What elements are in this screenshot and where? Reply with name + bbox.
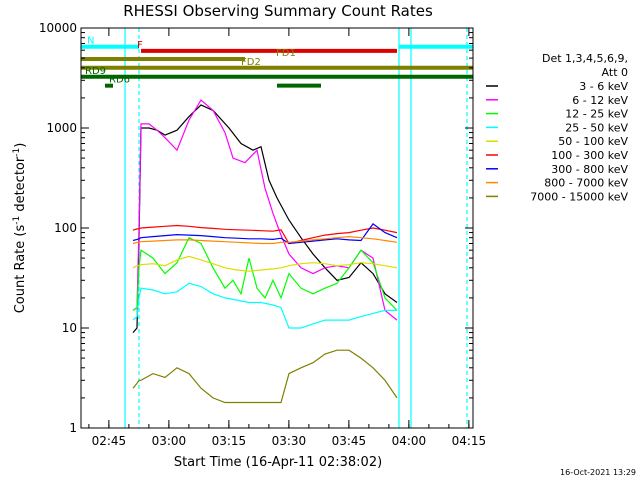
x-tick-label: 02:45 (92, 434, 127, 448)
flag-bar-label: FD1 (276, 48, 296, 59)
x-tick-label: 04:15 (452, 434, 487, 448)
legend-entry-label: 3 - 6 keV (579, 80, 628, 93)
y-axis-label: Count Rate (s-1 detector-1) (12, 143, 28, 314)
flag-bar-label: N (87, 36, 94, 47)
y-tick-label: 10000 (39, 21, 77, 35)
legend-header-line1: Det 1,3,4,5,6,9, (542, 52, 628, 65)
series-line (132, 236, 398, 311)
legend-entry-label: 6 - 12 keV (572, 94, 628, 107)
y-axis-label-sup1: -1 (12, 216, 22, 225)
x-axis: 02:45 03:00 03:15 03:30 03:45 04:00 04:15 (88, 28, 487, 448)
legend-entry-label: 300 - 800 keV (551, 163, 628, 176)
series-line (132, 99, 398, 321)
x-tick-label: 03:30 (272, 434, 307, 448)
x-axis-label: Start Time (16-Apr-11 02:38:02) (174, 455, 382, 470)
flag-bar-label: FD2 (241, 57, 261, 68)
x-tick-label: 03:00 (152, 434, 187, 448)
footer-timestamp: 16-Oct-2021 13:29 (560, 468, 636, 477)
flag-bar-label: RD9 (85, 66, 106, 77)
series-line (132, 223, 398, 245)
y-axis: 1 10 100 1000 10000 (39, 21, 473, 435)
series-line (132, 104, 398, 333)
x-tick-label: 04:00 (392, 434, 427, 448)
y-tick-label: 1000 (46, 121, 77, 135)
y-tick-label: 1 (69, 421, 77, 435)
legend-entry-label: 7000 - 15000 keV (530, 190, 628, 203)
y-axis-label-end: ) (13, 143, 28, 148)
flag-bar-label: F (137, 40, 143, 51)
y-axis-label-sup2: -1 (12, 148, 22, 157)
chart-title: RHESSI Observing Summary Count Rates (123, 2, 433, 20)
series-line (132, 349, 398, 404)
y-axis-label-mid: detector (13, 156, 28, 216)
legend-header-line2: Att 0 (602, 66, 628, 79)
series-line (132, 235, 398, 245)
x-tick-label: 03:45 (332, 434, 367, 448)
series-line (132, 224, 398, 245)
legend-entry-label: 25 - 50 keV (565, 121, 628, 134)
legend-entry-label: 100 - 300 keV (551, 149, 628, 162)
y-tick-label: 10 (62, 321, 77, 335)
series-lines (132, 99, 398, 404)
legend-entry-label: 50 - 100 keV (558, 135, 628, 148)
flag-bar-label: RD6 (109, 75, 130, 86)
y-tick-label: 100 (54, 221, 77, 235)
legend-entry-label: 12 - 25 keV (565, 108, 628, 121)
x-tick-label: 03:15 (212, 434, 247, 448)
y-axis-label-main: Count Rate (s (13, 225, 28, 314)
series-line (132, 282, 397, 329)
legend-entry-label: 800 - 7000 keV (544, 177, 628, 190)
series-line (132, 255, 398, 272)
